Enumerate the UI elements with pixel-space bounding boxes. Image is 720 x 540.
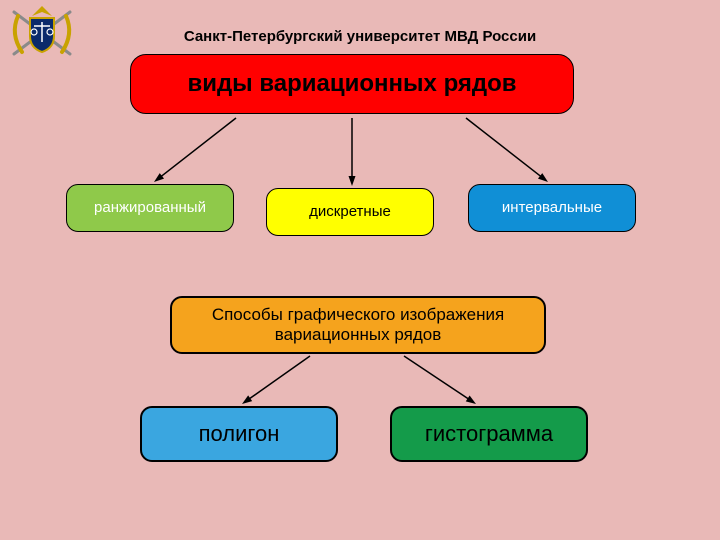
box-interval: интервальные xyxy=(468,184,636,232)
box-discrete-label: дискретные xyxy=(309,203,391,221)
box-ranked-label: ранжированный xyxy=(94,199,206,217)
box-ranked: ранжированный xyxy=(66,184,234,232)
box-histogram: гистограмма xyxy=(390,406,588,462)
title-box-types-label: виды вариационных рядов xyxy=(187,70,516,99)
box-histogram-label: гистограмма xyxy=(425,421,553,447)
title-box-types: виды вариационных рядов xyxy=(130,54,574,114)
box-discrete: дискретные xyxy=(266,188,434,236)
box-interval-label: интервальные xyxy=(502,199,602,217)
university-header: Санкт-Петербургский университет МВД Росс… xyxy=(0,28,720,45)
title-box-graphic: Способы графического изображения вариаци… xyxy=(170,296,546,354)
title-box-graphic-label: Способы графического изображения вариаци… xyxy=(180,305,536,346)
box-polygon-label: полигон xyxy=(199,421,280,447)
box-polygon: полигон xyxy=(140,406,338,462)
